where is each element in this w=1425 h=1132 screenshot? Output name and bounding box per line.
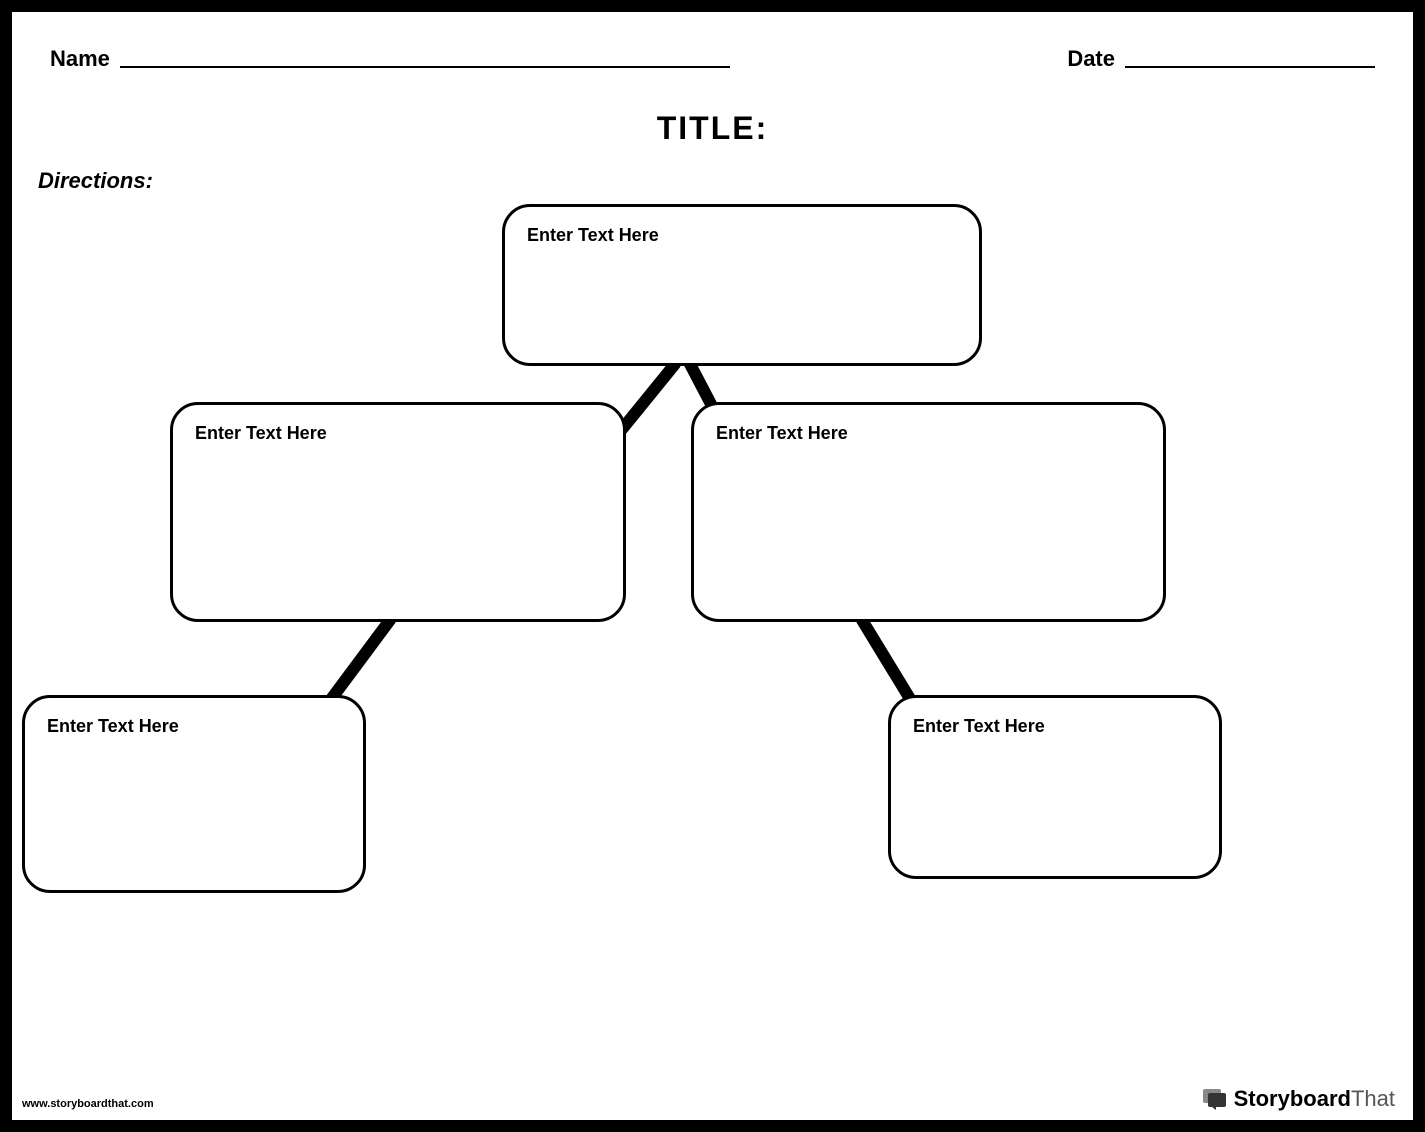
tree-node[interactable]: Enter Text Here [888,695,1222,879]
logo-text-bold: Storyboard [1234,1086,1351,1111]
storyboard-icon [1202,1088,1228,1110]
footer-url: www.storyboardthat.com [22,1098,154,1110]
tree-node[interactable]: Enter Text Here [170,402,626,622]
tree-node[interactable]: Enter Text Here [691,402,1166,622]
logo-text: StoryboardThat [1234,1086,1395,1112]
tree-node[interactable]: Enter Text Here [502,204,982,366]
connector-line [690,364,712,406]
worksheet-frame: Name Date TITLE: Directions: Enter Text … [0,0,1425,1132]
tree-node[interactable]: Enter Text Here [22,695,366,893]
footer-logo: StoryboardThat [1202,1086,1395,1112]
connector-line [332,620,390,698]
connector-line [862,620,912,702]
logo-text-light: That [1351,1086,1395,1111]
